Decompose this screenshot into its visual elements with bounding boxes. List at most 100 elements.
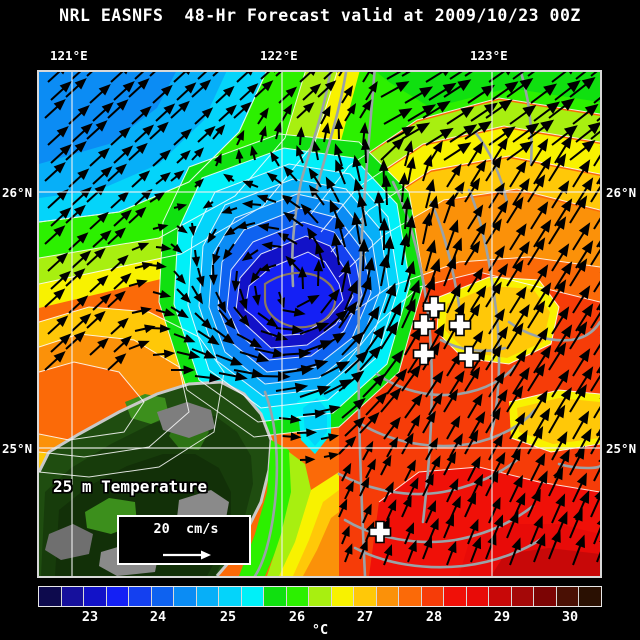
current-vector-arrow — [320, 433, 340, 442]
current-vector-arrow — [488, 371, 505, 398]
colorbar-cell[interactable] — [151, 587, 175, 606]
colorbar-cell[interactable] — [421, 587, 445, 606]
current-vector-arrow — [425, 127, 454, 146]
current-vector-arrow — [446, 478, 459, 503]
current-vector-arrow — [527, 72, 536, 77]
current-vector-arrow — [278, 414, 302, 424]
current-vector-arrow — [149, 72, 156, 77]
colorbar-cell[interactable] — [444, 587, 467, 606]
current-vector-arrow — [593, 272, 600, 293]
current-vector-arrow — [170, 170, 185, 182]
colorbar-cell[interactable] — [399, 587, 422, 606]
current-vector-arrow — [308, 167, 322, 188]
current-vector-arrow — [266, 172, 283, 185]
colorbar-cell[interactable] — [309, 587, 332, 606]
colorbar-cell[interactable] — [84, 587, 107, 606]
current-vector-arrow — [407, 414, 421, 437]
colorbar-cell[interactable] — [39, 587, 62, 606]
current-vector-arrow — [593, 335, 600, 356]
current-vector-arrow — [86, 120, 108, 140]
current-vector-arrow — [512, 72, 533, 80]
right-arrow-icon — [163, 550, 211, 560]
colorbar-cell[interactable] — [129, 587, 152, 606]
current-vector-arrow — [404, 86, 434, 104]
current-vector-arrow — [425, 178, 436, 209]
colorbar-tick: 28 — [425, 609, 443, 625]
colorbar-cell[interactable] — [511, 587, 535, 606]
current-vector-arrow — [428, 455, 441, 479]
current-vector-arrow — [273, 121, 282, 140]
colorbar-cell[interactable] — [241, 587, 265, 606]
velocity-scale-label: 20 cm/s — [153, 521, 219, 537]
colorbar-cell[interactable] — [61, 587, 85, 606]
current-vector-arrow — [443, 142, 472, 161]
current-vector-arrow — [170, 100, 190, 119]
current-vector-arrow — [215, 85, 235, 104]
current-vector-arrow — [551, 431, 568, 461]
current-vector-arrow — [340, 260, 352, 293]
colorbar-cell[interactable] — [556, 587, 580, 606]
current-vector-arrow — [283, 211, 304, 227]
current-vector-arrow — [590, 130, 600, 140]
current-vector-arrow — [47, 72, 65, 83]
current-vector-arrow — [548, 98, 575, 119]
colorbar-cell[interactable] — [331, 587, 355, 606]
current-vector-arrow — [422, 410, 436, 434]
current-vector-arrow — [425, 370, 444, 398]
colorbar-cell[interactable] — [579, 587, 601, 606]
colorbar-cell[interactable] — [354, 587, 377, 606]
colorbar-cell[interactable] — [534, 587, 557, 606]
station-markers[interactable] — [368, 295, 481, 544]
current-vector-arrow — [509, 104, 537, 125]
colorbar-cell[interactable] — [466, 587, 490, 606]
current-vector-arrow — [569, 507, 583, 539]
current-vector-arrow — [196, 267, 205, 288]
current-vector-arrow — [470, 285, 487, 311]
current-vector-arrow — [338, 301, 358, 329]
temperature-colorbar[interactable] — [38, 586, 602, 607]
current-vector-arrow — [572, 410, 590, 440]
current-vector-arrow — [548, 216, 567, 245]
current-vector-arrow — [171, 365, 195, 375]
current-vector-arrow — [527, 237, 546, 266]
current-vector-arrow — [488, 308, 505, 335]
station-2[interactable] — [412, 313, 436, 337]
colorbar-cell[interactable] — [286, 587, 310, 606]
current-vector-arrow — [296, 145, 305, 164]
current-vector-arrow — [113, 209, 132, 227]
current-vector-arrow — [258, 263, 277, 272]
current-vector-arrow — [401, 495, 412, 518]
current-vector-arrow — [275, 382, 309, 394]
current-vector-arrow — [233, 306, 250, 327]
station-3[interactable] — [448, 313, 472, 337]
colorbar-cell[interactable] — [174, 587, 197, 606]
current-vector-arrow — [551, 180, 570, 209]
station-5[interactable] — [457, 345, 481, 369]
current-vector-arrow — [296, 126, 305, 146]
current-vector-arrow — [250, 267, 262, 284]
current-vector-arrow — [338, 435, 357, 455]
current-vector-arrow — [443, 451, 457, 476]
current-vector-arrow — [256, 194, 277, 204]
current-vector-arrow — [344, 416, 366, 437]
temperature-field-svg — [39, 72, 600, 576]
colorbar-cell[interactable] — [219, 587, 242, 606]
colorbar-cell[interactable] — [376, 587, 400, 606]
current-vector-arrow — [548, 404, 566, 434]
current-vector-arrow — [470, 102, 498, 122]
colorbar-cell[interactable] — [196, 587, 220, 606]
current-vector-arrow — [464, 72, 473, 77]
station-1[interactable] — [422, 295, 446, 319]
current-vector-arrow — [551, 306, 570, 335]
current-vector-arrow — [572, 348, 591, 377]
colorbar-cell[interactable] — [489, 587, 512, 606]
colorbar-cell[interactable] — [264, 587, 287, 606]
station-4[interactable] — [412, 342, 436, 366]
current-vector-arrow — [249, 145, 258, 161]
colorbar-cell[interactable] — [106, 587, 130, 606]
map-plot-area[interactable]: 25 m Temperature 20 cm/s — [37, 70, 602, 578]
current-vector-arrow — [50, 207, 72, 227]
current-vector-arrow — [506, 322, 524, 350]
current-vector-arrow — [194, 372, 222, 383]
station-6[interactable] — [368, 520, 392, 544]
